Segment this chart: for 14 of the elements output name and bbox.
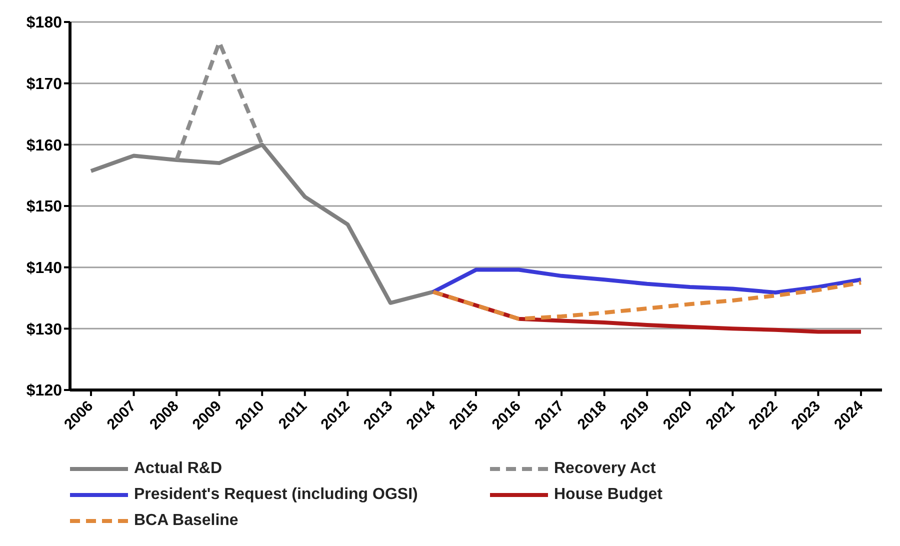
line-series — [431, 268, 863, 294]
legend-label: Recovery Act — [554, 460, 656, 478]
y-tick-label: $140 — [26, 260, 62, 278]
legend-label: BCA Baseline — [134, 512, 238, 530]
legend-label: President's Request (including OGSI) — [134, 486, 418, 504]
legend-label: House Budget — [554, 486, 662, 504]
y-tick-label: $120 — [26, 382, 62, 400]
y-tick-label: $130 — [26, 321, 62, 338]
legend-label: Actual R&D — [134, 460, 222, 478]
y-tick-label: $160 — [26, 137, 62, 154]
line-series — [431, 280, 863, 321]
y-tick-label: $180 — [26, 14, 62, 32]
y-tick-label: $150 — [26, 198, 62, 216]
y-tick-label: $170 — [26, 76, 62, 94]
